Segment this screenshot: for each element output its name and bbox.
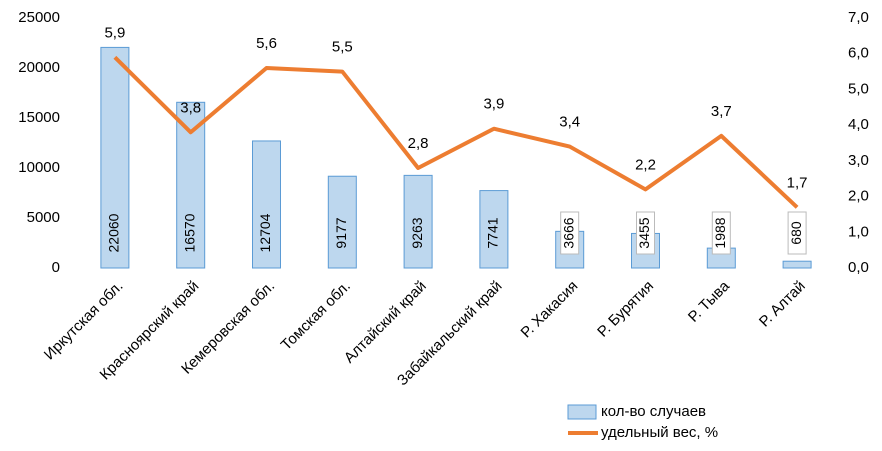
x-tick-label: Р. Хакасия xyxy=(518,278,582,342)
line xyxy=(113,55,799,209)
bar-value-label: 3666 xyxy=(560,217,576,248)
y2-tick-label: 2,0 xyxy=(848,188,869,205)
bar-value-label: 3455 xyxy=(636,217,652,248)
data-label-box xyxy=(711,211,731,255)
legend-swatch xyxy=(567,404,597,420)
line-value-label: 3,8 xyxy=(180,99,201,116)
line-value-label: 3,7 xyxy=(711,103,732,120)
bar-value-label: 1988 xyxy=(712,217,728,248)
x-tick-label: Алтайский край xyxy=(341,278,430,367)
y-tick-label: 10000 xyxy=(18,159,60,176)
line-value-label: 5,9 xyxy=(104,24,125,41)
bar xyxy=(327,175,357,269)
bar xyxy=(782,260,812,269)
x-tick-label: Р. Алтай xyxy=(756,278,809,331)
bar xyxy=(479,190,509,269)
y-tick-label: 15000 xyxy=(18,109,60,126)
y-tick-label: 20000 xyxy=(18,59,60,76)
legend-label: кол-во случаев xyxy=(601,403,706,420)
data-label-box xyxy=(787,211,807,255)
bar xyxy=(100,46,130,269)
y2-tick-label: 3,0 xyxy=(848,152,869,169)
x-tick-label: Р. Тыва xyxy=(685,277,734,326)
line-value-label: 3,9 xyxy=(483,96,504,113)
y2-tick-label: 0,0 xyxy=(848,259,869,276)
x-tick-label: Иркутская обл. xyxy=(41,278,127,364)
bar-value-label: 16570 xyxy=(181,213,197,252)
data-label-box xyxy=(560,211,580,255)
line-value-label: 5,6 xyxy=(256,35,277,52)
y2-tick-label: 6,0 xyxy=(848,45,869,62)
line-value-label: 5,5 xyxy=(332,39,353,56)
line-value-label: 2,2 xyxy=(635,156,656,173)
x-tick-label: Р. Бурятия xyxy=(594,278,657,341)
bar-value-label: 22060 xyxy=(106,213,122,252)
y2-tick-label: 1,0 xyxy=(848,223,869,240)
y2-tick-label: 5,0 xyxy=(848,80,869,97)
y-tick-label: 25000 xyxy=(18,9,60,26)
line-value-label: 2,8 xyxy=(408,135,429,152)
data-label-box xyxy=(636,211,655,255)
line-value-label: 3,4 xyxy=(559,114,580,131)
legend-label: удельный вес, % xyxy=(601,424,718,441)
y2-tick-label: 4,0 xyxy=(848,116,869,133)
y2-tick-label: 7,0 xyxy=(848,9,869,26)
bar xyxy=(252,140,281,269)
line-value-label: 1,7 xyxy=(787,174,808,191)
y-tick-label: 0 xyxy=(52,259,60,276)
bar-value-label: 9177 xyxy=(333,217,349,248)
bar-value-label: 12704 xyxy=(257,213,273,252)
bar-value-label: 9263 xyxy=(409,217,425,248)
bar-value-label: 7741 xyxy=(485,217,501,248)
bar-value-label: 680 xyxy=(788,221,804,245)
y-tick-label: 5000 xyxy=(27,209,60,226)
bar xyxy=(403,174,433,269)
x-tick-label: Томская обл. xyxy=(278,278,354,354)
